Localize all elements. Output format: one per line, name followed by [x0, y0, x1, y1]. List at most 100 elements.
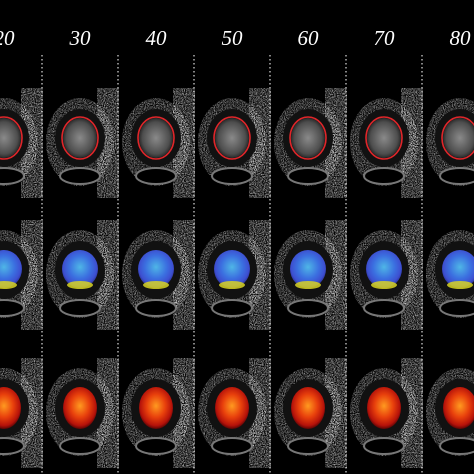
ultrasound-panel: [0, 220, 43, 330]
lower-shadow: [0, 299, 25, 317]
bright-tissue: [401, 358, 423, 468]
ultrasound-panel: [350, 88, 423, 198]
contour: [213, 116, 251, 160]
lower-shadow: [211, 167, 253, 185]
lower-shadow: [287, 299, 329, 317]
bright-tissue: [325, 358, 347, 468]
contour: [0, 116, 23, 160]
contour: [289, 116, 327, 160]
bright-tissue: [325, 88, 347, 198]
blob-edge: [219, 281, 245, 289]
ultrasound-panel: [350, 220, 423, 330]
ultrasound-panel: [274, 220, 347, 330]
bright-tissue: [173, 220, 195, 330]
column-label: 70: [374, 26, 396, 50]
lower-shadow: [287, 437, 329, 455]
blob-edge: [371, 281, 397, 289]
blob: [62, 250, 98, 288]
inner: [63, 118, 97, 158]
bright-tissue: [401, 220, 423, 330]
lower-shadow: [135, 167, 177, 185]
lower-shadow: [0, 167, 25, 185]
column-label: 30: [69, 26, 92, 50]
ultrasound-panel: [426, 230, 474, 318]
ultrasound-panel: [198, 358, 271, 468]
contour: [137, 116, 175, 160]
lower-shadow: [135, 299, 177, 317]
bright-tissue: [325, 220, 347, 330]
blob: [443, 387, 474, 429]
ultrasound-panel: [198, 220, 271, 330]
blob: [0, 250, 22, 288]
bright-tissue: [249, 220, 271, 330]
blob-edge: [67, 281, 93, 289]
lower-shadow: [439, 167, 474, 185]
lower-shadow: [439, 299, 474, 317]
bright-tissue: [21, 220, 43, 330]
inner: [139, 118, 173, 158]
contour: [441, 116, 474, 160]
lower-shadow: [135, 437, 177, 455]
blob: [139, 387, 173, 429]
inner: [0, 118, 21, 158]
blob-edge: [143, 281, 169, 289]
bright-tissue: [249, 88, 271, 198]
ultrasound-panel: [350, 358, 423, 468]
bright-tissue: [97, 220, 119, 330]
blob: [290, 250, 326, 288]
blob: [138, 250, 174, 288]
panels: [0, 88, 474, 468]
lower-shadow: [0, 437, 25, 455]
ultrasound-panel: [0, 88, 43, 198]
blob: [215, 387, 249, 429]
contour: [365, 116, 403, 160]
blob-edge: [447, 281, 473, 289]
bright-tissue: [97, 88, 119, 198]
lower-shadow: [287, 167, 329, 185]
blob-edge: [295, 281, 321, 289]
lower-shadow: [439, 437, 474, 455]
inner: [291, 118, 325, 158]
column-label: 50: [222, 26, 244, 50]
bright-tissue: [173, 88, 195, 198]
ultrasound-panel: [274, 88, 347, 198]
bright-tissue: [21, 358, 43, 468]
inner: [215, 118, 249, 158]
bright-tissue: [249, 358, 271, 468]
bright-tissue: [173, 358, 195, 468]
ultrasound-panel: [274, 358, 347, 468]
ultrasound-panel: [198, 88, 271, 198]
bright-tissue: [401, 88, 423, 198]
blob: [366, 250, 402, 288]
ultrasound-panel: [122, 220, 195, 330]
contour: [61, 116, 99, 160]
blob-edge: [0, 281, 17, 289]
blob: [63, 387, 97, 429]
lower-shadow: [363, 167, 405, 185]
ultrasound-panel: [426, 368, 474, 456]
inner: [443, 118, 474, 158]
labels: 20 30 40 50 60 70 80: [0, 26, 471, 50]
lower-shadow: [211, 299, 253, 317]
column-label: 40: [146, 26, 168, 50]
blob: [291, 387, 325, 429]
bright-tissue: [21, 88, 43, 198]
blob: [442, 250, 474, 288]
column-label: 60: [298, 26, 320, 50]
bright-tissue: [97, 358, 119, 468]
ultrasound-panel: [46, 88, 119, 198]
lower-shadow: [59, 437, 101, 455]
ultrasound-panel: [122, 88, 195, 198]
blob: [0, 387, 21, 429]
ultrasound-panel: [426, 98, 474, 186]
lower-shadow: [363, 299, 405, 317]
ultrasound-panel: [122, 358, 195, 468]
lower-shadow: [59, 167, 101, 185]
inner: [367, 118, 401, 158]
lower-shadow: [211, 437, 253, 455]
lower-shadow: [59, 299, 101, 317]
dividers: [41, 55, 423, 474]
blob: [214, 250, 250, 288]
